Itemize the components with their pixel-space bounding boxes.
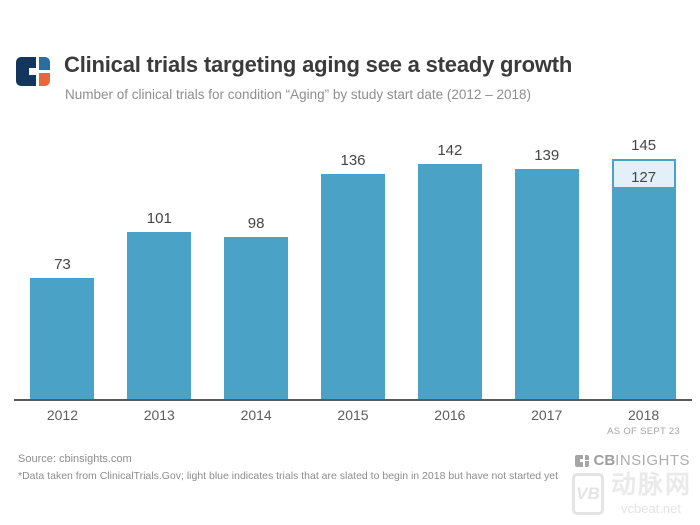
- bar-column-2014: 98: [208, 130, 305, 399]
- x-tick-2012: 2012: [46, 407, 78, 423]
- logo-blue-square: [39, 57, 50, 70]
- x-tick-column-2016: 2016: [401, 407, 498, 437]
- bar-column-2013: 101: [111, 130, 208, 399]
- started-value-label: 127: [631, 169, 657, 186]
- bar-value-label: 101: [146, 210, 172, 227]
- as-of-note: AS OF SEPT 23: [607, 426, 681, 437]
- bar-value-label: 145: [631, 137, 657, 154]
- logo-orange-square: [39, 73, 50, 86]
- bar-column-2017: 139: [498, 130, 595, 399]
- logo-left-block: [16, 57, 36, 86]
- cbinsights-logo-icon: [16, 57, 50, 86]
- vcbeat-watermark: VB 动脉网 vcbeat.net: [571, 471, 692, 516]
- bar-value-label: 139: [534, 147, 560, 164]
- footnote-text: *Data taken from ClinicalTrials.Gov; lig…: [18, 470, 559, 482]
- source-text: Source: cbinsights.com: [18, 453, 132, 465]
- bar-2013[interactable]: [127, 232, 192, 399]
- x-tick-column-2013: 2013: [111, 407, 208, 437]
- bar-column-2018: 145 127: [595, 130, 692, 399]
- bar-2015[interactable]: [321, 174, 385, 399]
- brand-insights-text: INSIGHTS: [615, 452, 690, 469]
- x-tick-column-2012: 2012: [14, 407, 111, 437]
- started-segment-2018: [611, 187, 676, 399]
- bar-value-label: 136: [340, 152, 366, 169]
- bar-2017[interactable]: [514, 169, 579, 399]
- chart-subtitle: Number of clinical trials for condition …: [65, 87, 531, 102]
- vcbeat-logo-icon: VB: [571, 473, 604, 515]
- bar-column-2016: 142: [401, 130, 498, 399]
- vcbeat-domain: vcbeat.net: [620, 501, 681, 516]
- x-tick-column-2015: 2015: [305, 407, 402, 437]
- x-tick-column-2018: 2018 AS OF SEPT 23: [595, 407, 692, 437]
- x-tick-2018: 2018: [628, 407, 660, 423]
- bar-2014[interactable]: [224, 237, 289, 399]
- bar-2016[interactable]: [417, 164, 482, 399]
- bar-value-label: 73: [54, 256, 71, 273]
- x-tick-2016: 2016: [434, 407, 466, 423]
- chart-title: Clinical trials targeting aging see a st…: [64, 52, 573, 77]
- bar-chart: 73 101 98 136 142 139 145 127: [14, 130, 692, 399]
- vcbeat-cjk-name: 动脉网: [610, 471, 692, 499]
- bar-column-2015: 136: [305, 130, 402, 399]
- x-axis-labels: 2012 2013 2014 2015 2016 2017 2018 AS OF SEPT 2…: [14, 407, 692, 437]
- bar-2012[interactable]: [30, 278, 95, 399]
- x-tick-2013: 2013: [143, 407, 175, 423]
- x-tick-2014: 2014: [240, 407, 272, 423]
- bar-value-label: 142: [437, 142, 463, 159]
- x-tick-column-2014: 2014: [208, 407, 305, 437]
- x-tick-2017: 2017: [531, 407, 563, 423]
- cbinsights-wordmark: CB INSIGHTS: [575, 452, 690, 469]
- x-tick-column-2017: 2017: [498, 407, 595, 437]
- brand-cb-text: CB: [593, 452, 616, 469]
- bar-2018[interactable]: 127: [611, 159, 676, 399]
- bar-value-label: 98: [247, 215, 265, 232]
- cbinsights-logo-icon-small: [575, 454, 590, 467]
- x-tick-2015: 2015: [337, 407, 369, 423]
- logo-notch: [29, 68, 36, 75]
- x-axis-line: [14, 399, 692, 401]
- bar-column-2012: 73: [14, 130, 111, 399]
